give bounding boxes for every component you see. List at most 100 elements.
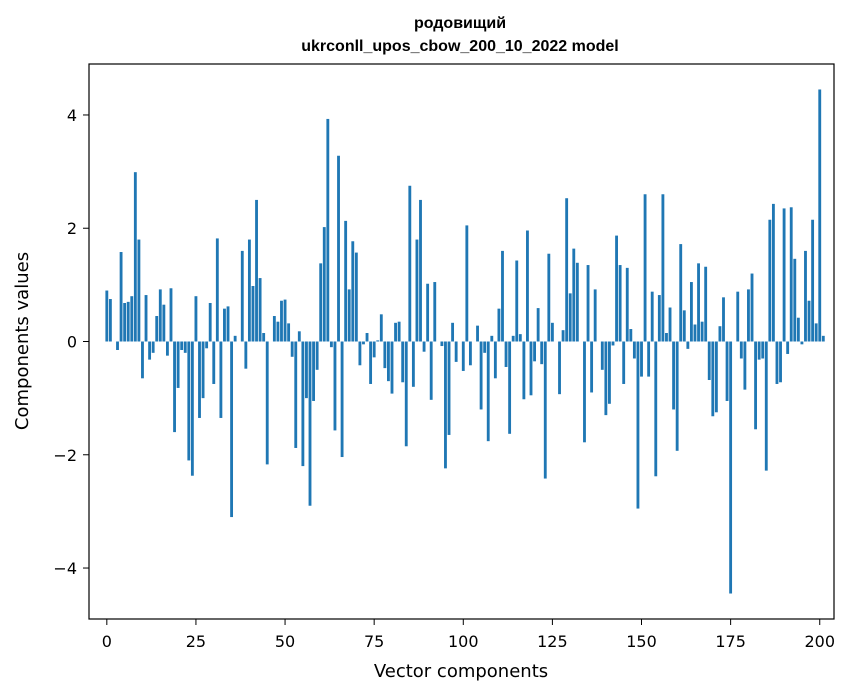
bar (739, 341, 743, 359)
bar (201, 341, 205, 399)
bar (351, 241, 355, 342)
bar (158, 289, 162, 342)
bar (272, 316, 276, 342)
bar (362, 341, 365, 345)
bar (711, 341, 715, 417)
bar (757, 341, 761, 360)
bar (322, 227, 326, 342)
bar (586, 265, 590, 342)
bar (230, 341, 234, 518)
bar (608, 341, 611, 404)
bar (240, 250, 244, 342)
bar (137, 239, 141, 342)
bar (689, 282, 693, 342)
bar (486, 341, 490, 442)
bar (365, 333, 369, 342)
bar (379, 314, 383, 342)
bar (133, 172, 137, 342)
bar (180, 341, 184, 350)
bar (522, 341, 526, 400)
bar (205, 341, 209, 349)
bar (280, 300, 283, 342)
bar (312, 341, 315, 401)
bar (401, 341, 405, 383)
x-axis: 0 25 50 75 100 125 150 175 200 (102, 619, 835, 651)
bar (297, 331, 301, 342)
bar (390, 341, 394, 394)
bar (226, 306, 230, 342)
bar (408, 185, 412, 342)
y-tick-label: −2 (53, 446, 77, 465)
x-tick-label: 25 (186, 632, 206, 651)
bar (550, 322, 554, 342)
bar (800, 341, 804, 345)
bar (376, 340, 380, 342)
bar (116, 341, 119, 350)
bar (526, 230, 529, 342)
bar (729, 341, 733, 594)
bar (212, 341, 216, 384)
bar (672, 341, 676, 410)
bar (119, 252, 123, 342)
bar (590, 341, 594, 393)
bar (108, 299, 112, 342)
bar (504, 341, 508, 367)
bar (490, 335, 494, 342)
bar (675, 341, 679, 451)
bar (722, 297, 725, 342)
bar (337, 155, 340, 342)
bar (219, 341, 223, 418)
bar (262, 333, 266, 342)
bar (632, 341, 636, 359)
bar (779, 341, 782, 383)
bar (665, 333, 668, 342)
bar (233, 335, 237, 342)
bar (169, 288, 173, 342)
bar (561, 330, 565, 342)
bar (394, 322, 397, 342)
bar (558, 341, 561, 395)
bar (144, 295, 148, 342)
bar (572, 248, 576, 342)
bar (451, 322, 455, 342)
bar (155, 316, 159, 342)
bar (258, 278, 262, 342)
bar (529, 341, 533, 396)
bar (804, 250, 807, 342)
x-tick-label: 100 (448, 632, 479, 651)
bar (814, 323, 818, 342)
bar (650, 291, 654, 342)
bar (583, 341, 586, 443)
bar (344, 220, 348, 342)
bar (618, 265, 622, 342)
bar (518, 334, 522, 342)
bar (183, 341, 187, 353)
bar (319, 263, 323, 342)
bar (372, 341, 376, 358)
bar (697, 263, 700, 342)
bar (565, 198, 569, 342)
bar (190, 341, 194, 476)
bar (575, 262, 579, 342)
bar (750, 273, 754, 342)
chart-subtitle: ukrconll_upos_cbow_200_10_2022 model (301, 38, 618, 55)
bar (483, 341, 487, 353)
bar (497, 308, 501, 342)
bar (454, 341, 458, 362)
bar (447, 341, 451, 435)
bar (725, 341, 729, 401)
y-tick-label: 2 (67, 219, 77, 238)
bar (433, 282, 437, 342)
bar (718, 326, 722, 342)
bar (768, 219, 772, 342)
bar (643, 194, 647, 342)
bar (793, 258, 797, 342)
bar (347, 289, 351, 342)
bar (533, 341, 536, 362)
bar (369, 341, 373, 384)
bar (540, 341, 544, 365)
bar (511, 335, 515, 342)
bar (404, 341, 408, 447)
bar (754, 341, 758, 430)
bar (461, 341, 465, 371)
